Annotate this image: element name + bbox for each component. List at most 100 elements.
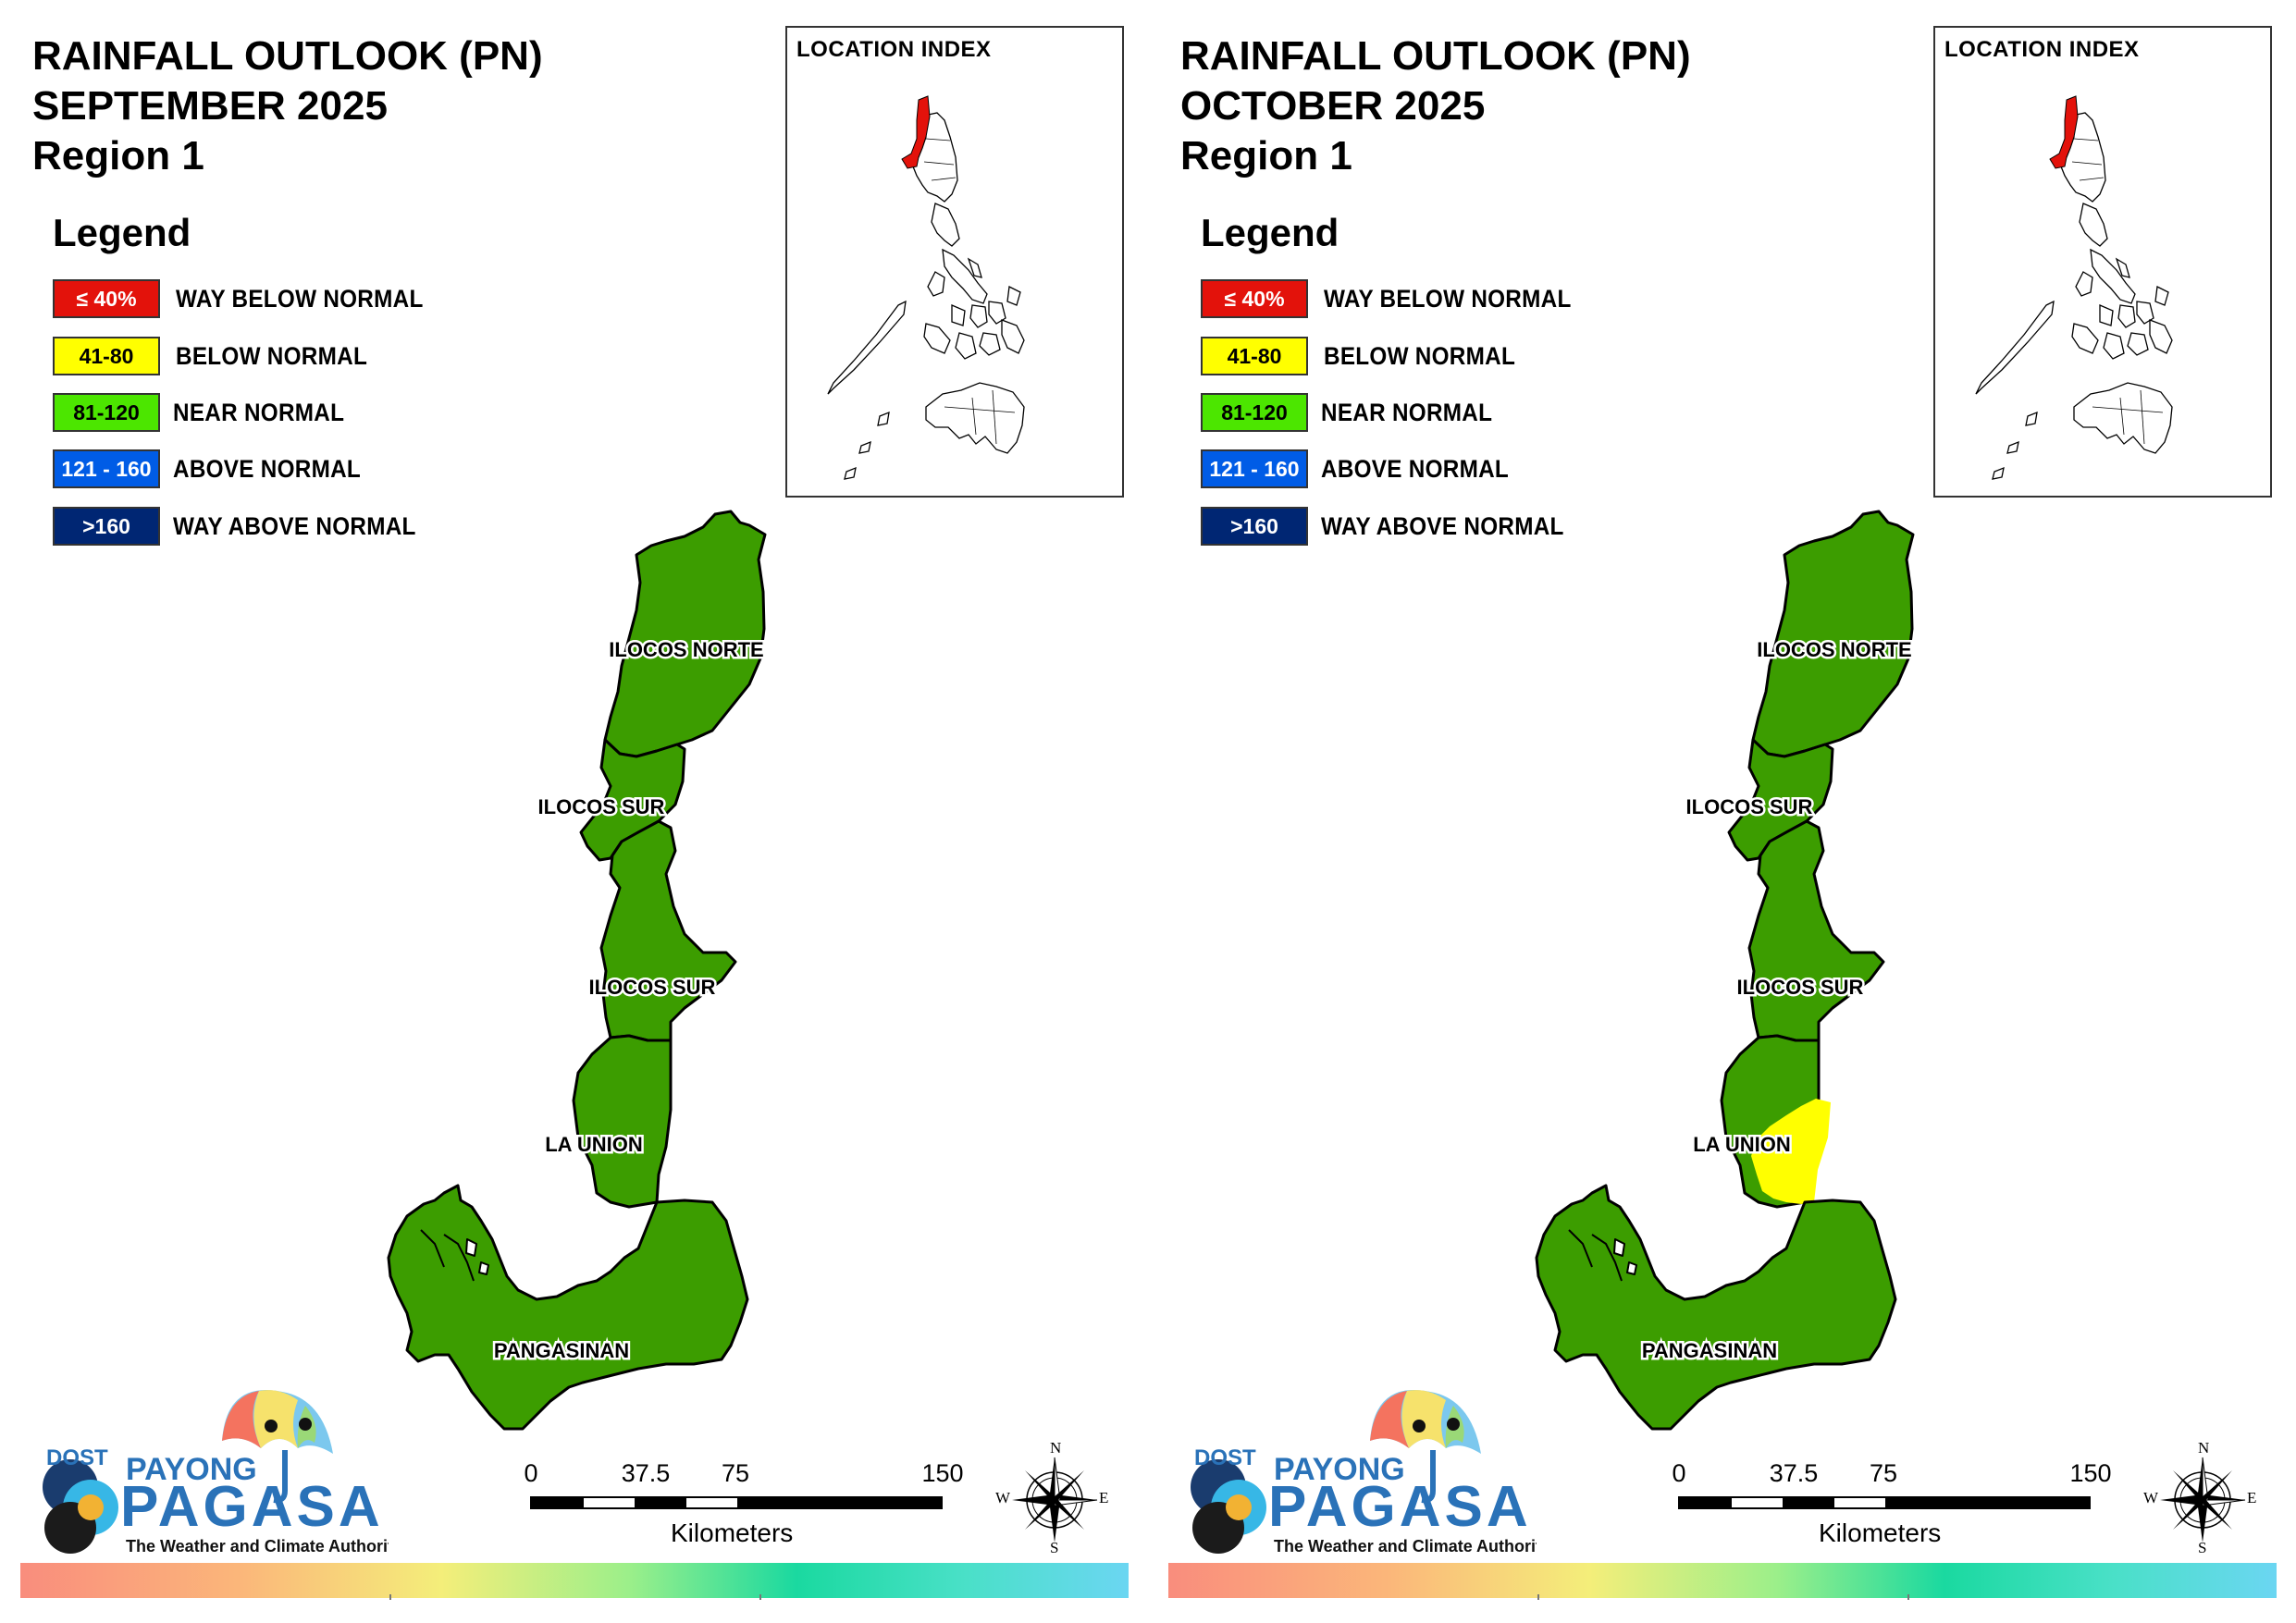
- band-divider: [1907, 1594, 1909, 1600]
- logo-payong: PAYONG: [126, 1452, 257, 1487]
- scale-tick: 37.5: [1769, 1459, 1819, 1487]
- legend-label: WAY BELOW NORMAL: [1324, 285, 1572, 313]
- logo-dost: DOST: [46, 1445, 108, 1470]
- label-ilocos-norte: ILOCOS NORTE: [1757, 638, 1911, 661]
- scale-bar: 0 37.5 75 150 Kilometers: [524, 1459, 971, 1570]
- legend-item-above-normal: 121 - 160 ABOVE NORMAL: [53, 449, 515, 490]
- label-ilocos-sur-north: ILOCOS SUR: [538, 795, 665, 818]
- footer-color-band: [1168, 1563, 2277, 1600]
- pagasa-logo: DOST PAYONG PAGASA The Weather and Clima…: [1185, 1387, 1550, 1563]
- scale-bar: 0 37.5 75 150 Kilometers: [1672, 1459, 2119, 1570]
- pagasa-logo: DOST PAYONG PAGASA The Weather and Clima…: [37, 1387, 402, 1563]
- footer-color-band: [20, 1563, 1129, 1600]
- scale-tick: 0: [524, 1459, 538, 1487]
- legend-item-way-below-normal: ≤ 40% WAY BELOW NORMAL: [53, 279, 515, 320]
- band-divider: [1537, 1594, 1539, 1600]
- label-ilocos-sur-south: ILOCOS SUR: [1737, 976, 1864, 999]
- legend-item-way-below-normal: ≤ 40% WAY BELOW NORMAL: [1201, 279, 1663, 320]
- payong-pagasa-umbrella-logo: DOST PAYONG PAGASA The Weather and Clima…: [1191, 1389, 1550, 1555]
- legend-label: NEAR NORMAL: [173, 399, 345, 426]
- province-pangasinan: [387, 1184, 749, 1431]
- la-union-below-normal-zone: [1751, 1099, 1831, 1204]
- scale-tick: 75: [721, 1459, 750, 1487]
- legend-label: WAY ABOVE NORMAL: [173, 512, 416, 540]
- label-ilocos-sur-north: ILOCOS SUR: [1686, 795, 1813, 818]
- title-line-2: SEPTEMBER 2025: [32, 83, 388, 129]
- compass-n: N: [2198, 1439, 2210, 1457]
- legend-item-near-normal: 81-120 NEAR NORMAL: [1201, 393, 1663, 434]
- logo-payong: PAYONG: [1274, 1452, 1405, 1487]
- region-1-map: ILOCOS NORTE ILOCOS SUR ILOCOS SUR LA UN…: [387, 510, 767, 1431]
- legend-label: ABOVE NORMAL: [173, 455, 362, 483]
- legend-label: ABOVE NORMAL: [1321, 455, 1510, 483]
- province-pangasinan: [1535, 1184, 1897, 1431]
- label-pangasinan: PANGASINAN: [1642, 1339, 1777, 1362]
- logo-dost: DOST: [1194, 1445, 1256, 1470]
- scale-bar-segments: [1678, 1496, 2091, 1509]
- map-title: RAINFALL OUTLOOK (PN) OCTOBER 2025 Regio…: [1180, 31, 1691, 181]
- region-1-highlight: [2049, 95, 2079, 169]
- legend-label: WAY BELOW NORMAL: [176, 285, 424, 313]
- band-divider: [759, 1594, 761, 1600]
- legend-title: Legend: [1201, 211, 1339, 254]
- label-la-union: LA UNION: [1693, 1133, 1791, 1156]
- inset-title: LOCATION INDEX: [1944, 37, 2140, 62]
- compass-rose-icon: N S E W: [2143, 1439, 2258, 1556]
- label-pangasinan: PANGASINAN: [494, 1339, 629, 1362]
- band-divider: [389, 1594, 391, 1600]
- label-ilocos-sur-south: ILOCOS SUR: [589, 976, 716, 999]
- province-ilocos-norte: [603, 510, 767, 758]
- legend-swatch: ≤ 40%: [53, 279, 160, 318]
- legend-swatch: 121 - 160: [53, 449, 160, 488]
- compass-s: S: [2198, 1539, 2207, 1556]
- outlook-panel-september: RAINFALL OUTLOOK (PN) SEPTEMBER 2025 Reg…: [20, 26, 1129, 1600]
- legend-title: Legend: [53, 211, 191, 254]
- legend-label: NEAR NORMAL: [1321, 399, 1493, 426]
- location-index-inset: LOCATION INDEX: [1933, 26, 2272, 498]
- compass-w: W: [2143, 1489, 2159, 1506]
- title-line-2: OCTOBER 2025: [1180, 83, 1486, 129]
- label-la-union: LA UNION: [545, 1133, 643, 1156]
- scale-tick: 37.5: [621, 1459, 671, 1487]
- legend-item-below-normal: 41-80 BELOW NORMAL: [1201, 337, 1663, 377]
- scale-tick: 0: [1672, 1459, 1686, 1487]
- philippines-outline-map: [827, 95, 1025, 480]
- province-la-union: [572, 1034, 673, 1209]
- province-ilocos-sur-south: [599, 819, 737, 1042]
- legend-swatch: >160: [53, 507, 160, 546]
- legend-swatch: >160: [1201, 507, 1308, 546]
- philippines-outline-map: [1975, 95, 2173, 480]
- logo-pagasa: PAGASA: [120, 1475, 384, 1539]
- legend-swatch: 41-80: [1201, 337, 1308, 375]
- title-line-3: Region 1: [32, 133, 204, 178]
- map-title: RAINFALL OUTLOOK (PN) SEPTEMBER 2025 Reg…: [32, 31, 543, 181]
- legend-swatch: 41-80: [53, 337, 160, 375]
- legend-item-above-normal: 121 - 160 ABOVE NORMAL: [1201, 449, 1663, 490]
- location-index-inset: LOCATION INDEX: [785, 26, 1124, 498]
- compass-w: W: [995, 1489, 1011, 1506]
- legend-item-way-above-normal: >160 WAY ABOVE NORMAL: [53, 507, 515, 547]
- scale-unit: Kilometers: [1819, 1518, 1942, 1547]
- legend-swatch: ≤ 40%: [1201, 279, 1308, 318]
- logo-pagasa: PAGASA: [1268, 1475, 1532, 1539]
- legend-swatch: 81-120: [1201, 393, 1308, 432]
- legend-label: BELOW NORMAL: [176, 342, 368, 370]
- title-line-3: Region 1: [1180, 133, 1352, 178]
- legend-item-way-above-normal: >160 WAY ABOVE NORMAL: [1201, 507, 1663, 547]
- legend-label: WAY ABOVE NORMAL: [1321, 512, 1564, 540]
- payong-pagasa-umbrella-logo: DOST PAYONG PAGASA The Weather and Clima…: [43, 1389, 402, 1555]
- legend-label: BELOW NORMAL: [1324, 342, 1516, 370]
- label-ilocos-norte: ILOCOS NORTE: [609, 638, 763, 661]
- region-1-map: ILOCOS NORTE ILOCOS SUR ILOCOS SUR LA UN…: [1535, 510, 1915, 1431]
- compass-s: S: [1050, 1539, 1059, 1556]
- province-ilocos-sur-south: [1747, 819, 1885, 1042]
- logo-tagline: The Weather and Climate Authority: [126, 1537, 389, 1555]
- region-1-highlight: [901, 95, 931, 169]
- title-line-1: RAINFALL OUTLOOK (PN): [32, 33, 543, 79]
- scale-tick: 150: [921, 1459, 964, 1487]
- inset-title: LOCATION INDEX: [796, 37, 992, 62]
- legend-swatch: 121 - 160: [1201, 449, 1308, 488]
- legend-item-near-normal: 81-120 NEAR NORMAL: [53, 393, 515, 434]
- legend-item-below-normal: 41-80 BELOW NORMAL: [53, 337, 515, 377]
- scale-unit: Kilometers: [671, 1518, 794, 1547]
